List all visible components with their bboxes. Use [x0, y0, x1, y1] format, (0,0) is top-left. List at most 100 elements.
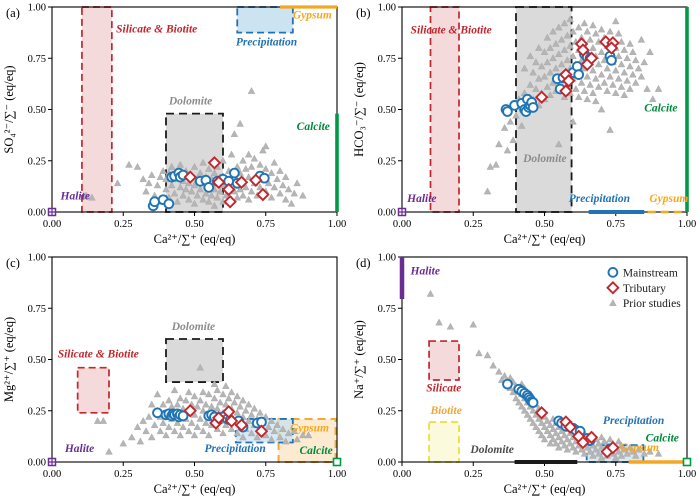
- data-point-prior-studies: [273, 421, 281, 428]
- data-point-prior-studies: [176, 431, 184, 439]
- data-point-prior-studies: [589, 451, 597, 459]
- data-point-prior-studies: [233, 408, 241, 416]
- annotation-label-precipitation: Precipitation: [204, 443, 265, 455]
- data-point-prior-studies: [185, 427, 193, 435]
- data-point-prior-studies: [233, 392, 241, 400]
- data-point-tributary: [234, 418, 249, 432]
- data-point-mainstream: [502, 106, 513, 117]
- y-tick-label: 0.50: [378, 355, 396, 366]
- data-point-prior-studies: [230, 398, 239, 406]
- endmember-marker: [682, 457, 692, 467]
- data-point-prior-studies: [227, 425, 236, 432]
- data-point-prior-studies: [546, 421, 554, 428]
- legend-marker-tributary: [606, 281, 620, 295]
- data-point-prior-studies: [273, 175, 281, 182]
- data-point-prior-studies: [512, 394, 520, 402]
- data-point-prior-studies: [592, 445, 600, 453]
- data-point-prior-studies: [176, 394, 184, 402]
- annotation-label-halite: Halite: [60, 191, 90, 203]
- x-tick-label: 0.00: [43, 219, 61, 230]
- data-point-prior-studies: [299, 191, 307, 199]
- annotation-label-calcite: Calcite: [300, 445, 333, 457]
- data-point-prior-studies: [105, 447, 113, 455]
- data-point-prior-studies: [529, 419, 537, 426]
- data-point-prior-studies: [239, 191, 247, 199]
- data-point-prior-studies: [179, 191, 187, 199]
- data-point-prior-studies: [233, 193, 241, 201]
- data-point-prior-studies: [523, 410, 532, 418]
- data-point-prior-studies: [446, 322, 455, 330]
- data-point-prior-studies: [597, 48, 606, 55]
- data-point-prior-studies: [537, 419, 546, 426]
- data-point-prior-studies: [287, 199, 296, 207]
- data-point-prior-studies: [136, 437, 145, 445]
- data-point-prior-studies: [520, 406, 529, 414]
- data-point-prior-studies: [612, 17, 620, 25]
- annotation-label-calcite: Calcite: [644, 103, 677, 115]
- data-point-tributary: [561, 74, 576, 88]
- data-point-prior-studies: [483, 351, 492, 359]
- data-point-prior-studies: [281, 437, 290, 445]
- data-point-prior-studies: [489, 361, 497, 369]
- data-point-prior-studies: [133, 162, 142, 170]
- data-point-prior-studies: [509, 136, 517, 144]
- data-point-prior-studies: [142, 187, 150, 195]
- data-point-prior-studies: [526, 80, 534, 88]
- data-point-prior-studies: [526, 52, 534, 59]
- data-point-prior-studies: [543, 58, 552, 66]
- data-point-prior-studies: [190, 162, 199, 170]
- data-point-prior-studies: [139, 175, 147, 182]
- data-point-prior-studies: [167, 402, 176, 410]
- data-point-prior-studies: [125, 160, 133, 168]
- data-point-prior-studies: [555, 433, 563, 441]
- data-point-prior-studies: [620, 91, 629, 98]
- data-point-prior-studies: [150, 421, 159, 428]
- y-tick-label: 0.75: [28, 304, 46, 315]
- data-point-prior-studies: [546, 431, 554, 439]
- data-point-prior-studies: [279, 181, 287, 189]
- data-point-prior-studies: [284, 429, 293, 437]
- data-point-mainstream: [203, 182, 215, 193]
- data-point-prior-studies: [614, 74, 623, 82]
- data-point-prior-studies: [626, 62, 634, 70]
- data-point-prior-studies: [202, 419, 210, 426]
- data-point-prior-studies: [182, 185, 190, 193]
- data-point-prior-studies: [205, 164, 213, 172]
- data-point-prior-studies: [142, 427, 150, 435]
- panel-letter: (d): [356, 256, 371, 270]
- data-point-prior-studies: [643, 84, 651, 92]
- data-point-prior-studies: [159, 419, 167, 426]
- data-point-mainstream: [502, 378, 513, 390]
- annotation-box: [236, 6, 294, 34]
- data-point-prior-studies: [190, 392, 199, 400]
- data-point-prior-studies: [262, 142, 270, 150]
- data-point-prior-studies: [569, 27, 577, 35]
- data-point-prior-studies: [242, 406, 250, 414]
- data-point-prior-studies: [597, 25, 606, 33]
- data-point-prior-studies: [210, 380, 219, 387]
- data-point-prior-studies: [583, 72, 591, 80]
- data-point-prior-studies: [227, 150, 236, 158]
- data-point-prior-studies: [284, 185, 293, 193]
- annotation-box: [76, 366, 110, 414]
- y-tick-label: 0.25: [378, 406, 396, 417]
- data-point-prior-studies: [233, 429, 241, 437]
- data-point-prior-studies: [583, 27, 591, 35]
- data-point-tributary: [234, 175, 249, 190]
- data-point-prior-studies: [566, 15, 574, 23]
- data-point-prior-studies: [153, 181, 162, 189]
- data-point-prior-studies: [629, 447, 637, 455]
- legend-marker-prior: [609, 299, 617, 306]
- data-point-prior-studies: [216, 398, 224, 406]
- data-point-prior-studies: [216, 187, 224, 195]
- data-point-prior-studies: [185, 195, 193, 203]
- data-point-prior-studies: [469, 320, 477, 328]
- data-point-prior-studies: [543, 427, 552, 435]
- endmember-marker-cross: [48, 208, 56, 216]
- data-point-prior-studies: [244, 416, 253, 424]
- data-point-prior-studies: [549, 435, 557, 443]
- data-point-prior-studies: [426, 289, 435, 297]
- data-point-prior-studies: [190, 181, 199, 189]
- data-point-prior-studies: [535, 427, 543, 435]
- data-point-tributary: [183, 170, 197, 184]
